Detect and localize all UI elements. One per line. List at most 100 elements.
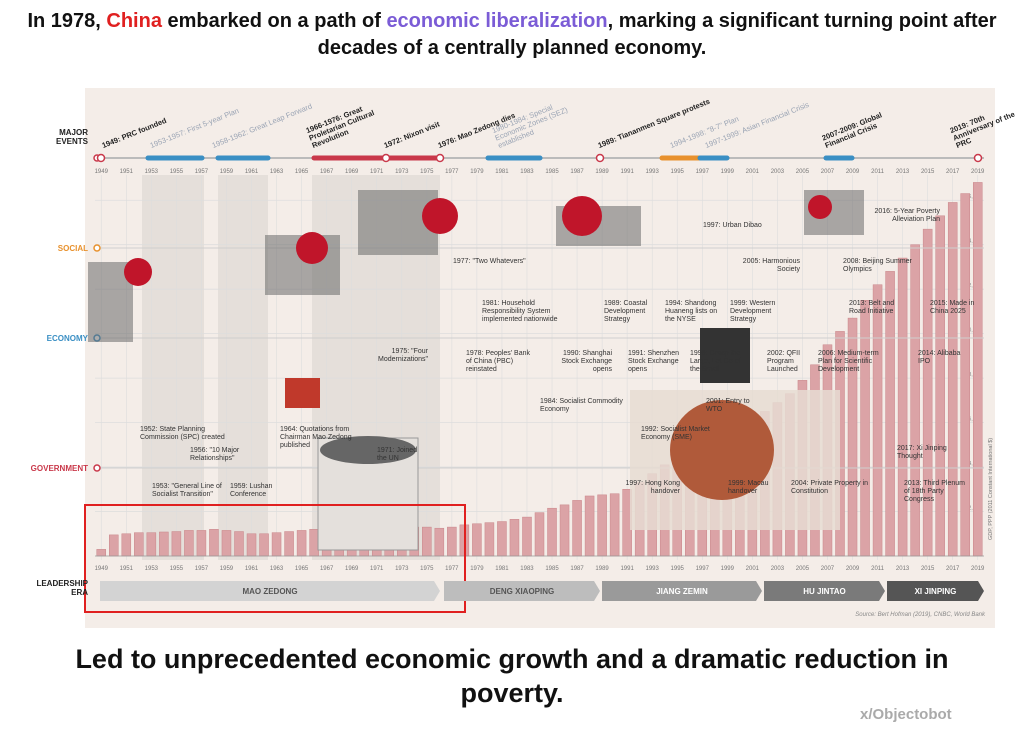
- x-tick-label: 1969: [345, 566, 359, 572]
- event-label: 1964: Quotations from Chairman Mao Zedon…: [280, 426, 352, 449]
- headline-text: China: [106, 10, 162, 32]
- x-tick-label: 1951: [120, 169, 134, 175]
- bar: [96, 549, 107, 557]
- era-label: MAO ZEDONG: [242, 587, 297, 596]
- era-label: HU JINTAO: [803, 587, 846, 596]
- x-tick-label: 1955: [170, 566, 184, 572]
- x-tick-label: 1955: [170, 169, 184, 175]
- x-tick-label: 2001: [746, 566, 760, 572]
- bar: [472, 523, 482, 557]
- bar: [296, 530, 307, 557]
- event-label: 2008: Beijing Summer Olympics: [843, 258, 912, 273]
- x-tick-label: 2007: [821, 566, 835, 572]
- event-label: 1999: Western Development Strategy: [730, 300, 776, 323]
- x-tick-label: 2003: [771, 566, 785, 572]
- bar: [121, 533, 132, 557]
- bar: [196, 530, 207, 557]
- x-tick-label: 2011: [871, 169, 885, 175]
- x-tick-label: 1981: [495, 566, 509, 572]
- x-tick-label: 1957: [195, 566, 209, 572]
- x-tick-label: 1959: [220, 169, 234, 175]
- x-tick-label: 1981: [495, 169, 509, 175]
- event-label: 1989: Coastal Development Strategy: [604, 300, 648, 323]
- bar: [572, 500, 582, 557]
- x-tick-label: 2007: [821, 169, 835, 175]
- sun: [124, 258, 152, 286]
- event-label: 2016: 5-Year Poverty Alleviation Plan: [874, 208, 940, 223]
- x-tick-label: 1983: [520, 169, 534, 175]
- row-dot: [93, 244, 101, 252]
- event-label: 1990: Shanghai Stock Exchange opens: [561, 350, 612, 373]
- bar: [234, 531, 244, 557]
- sun: [562, 196, 602, 236]
- event-label: 1971: Joined the UN: [377, 447, 418, 462]
- event-label: 1997: Urban Dibao: [703, 222, 762, 229]
- book: [285, 378, 320, 408]
- x-tick-label: 1983: [520, 566, 534, 572]
- y-tick-label: $16,000: [962, 194, 982, 200]
- headline: In 1978, China embarked on a path of eco…: [20, 8, 1004, 62]
- x-tick-label: 2013: [896, 169, 910, 175]
- x-tick-label: 2003: [771, 169, 785, 175]
- axis-title: GDP, PPP (2011 Constant International $): [988, 438, 994, 540]
- bar: [309, 529, 319, 557]
- event-label: 1975: "Four Modernizations": [378, 348, 428, 363]
- x-tick-label: 2011: [871, 566, 885, 572]
- row-label: GOVERNMENT: [30, 464, 88, 473]
- era-bar: [602, 581, 762, 601]
- x-tick-label: 2015: [921, 169, 935, 175]
- bar: [910, 244, 920, 557]
- bar: [422, 526, 432, 557]
- era-label: DENG XIAOPING: [490, 587, 554, 596]
- bar: [509, 519, 520, 557]
- bar: [860, 300, 870, 557]
- event-label: 2014: Alibaba IPO: [918, 350, 961, 365]
- x-tick-label: 2005: [796, 169, 810, 175]
- x-tick-label: 2017: [946, 566, 960, 572]
- event-label: 1996: Grasp the Large, Let Go of the Sma…: [690, 350, 741, 373]
- event-dot: [973, 153, 983, 163]
- x-tick-label: 1991: [620, 566, 634, 572]
- x-tick-label: 1995: [671, 566, 685, 572]
- x-tick-label: 1973: [395, 566, 409, 572]
- x-tick-label: 1963: [270, 169, 284, 175]
- bar: [259, 533, 269, 557]
- caption: Led to unprecedented economic growth and…: [75, 644, 949, 708]
- bar: [872, 284, 883, 557]
- source: Source: Bert Hofman (2019), CNBC, World …: [855, 612, 986, 618]
- event-label: 1999: Macau handover: [728, 480, 769, 495]
- event-label: 2006: Medium-term Plan for Scientific De…: [818, 350, 879, 373]
- x-tick-label: 1979: [470, 169, 484, 175]
- bar: [559, 504, 570, 557]
- bar: [609, 493, 620, 557]
- event-label: 1978: Peoples' Bank of China (PBC) reins…: [466, 350, 530, 373]
- bar: [246, 533, 257, 557]
- x-tick-label: 1975: [420, 169, 434, 175]
- x-tick-label: 1973: [395, 169, 409, 175]
- event-label: 2013: Third Plenum of 18th Party Congres…: [904, 480, 965, 503]
- x-tick-label: 1953: [145, 169, 159, 175]
- headline-text: In 1978,: [27, 10, 107, 32]
- x-tick-label: 1951: [120, 566, 134, 572]
- era-bar: [100, 581, 440, 601]
- bar: [209, 529, 219, 557]
- event-label: 1997: Hong Kong handover: [625, 480, 681, 495]
- x-tick-label: 1963: [270, 566, 284, 572]
- event-label: 1992: Socialist Market Economy (SME): [641, 426, 710, 441]
- sun: [422, 198, 458, 234]
- x-tick-label: 1959: [220, 566, 234, 572]
- row-label: ECONOMY: [46, 334, 88, 343]
- x-tick-label: 1999: [721, 566, 735, 572]
- x-tick-label: 1997: [696, 169, 710, 175]
- x-tick-label: 1971: [370, 169, 384, 175]
- bar: [547, 507, 557, 557]
- bar: [522, 516, 532, 557]
- event-label: 1981: Household Responsibility System im…: [482, 300, 558, 323]
- bar: [484, 522, 495, 557]
- event-label: 1959: Lushan Conference: [230, 483, 273, 498]
- headline-text: economic liberalization: [386, 10, 608, 32]
- headline-text: , marking a significant turning point af…: [317, 10, 997, 59]
- event-label: 1956: "10 Major Relationships": [190, 447, 240, 462]
